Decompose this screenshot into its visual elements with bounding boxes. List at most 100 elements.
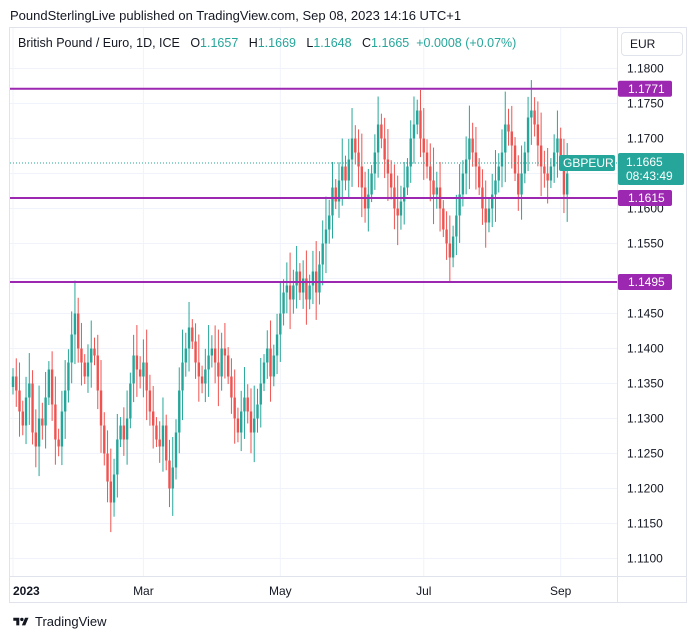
candle-body <box>161 425 165 447</box>
candle-body <box>566 173 569 195</box>
candle-body <box>448 243 452 258</box>
level-label-bg <box>618 80 672 97</box>
candle-body <box>347 159 350 181</box>
y-tick-label: 1.1300 <box>627 412 664 426</box>
candle-body <box>500 152 504 167</box>
price-axis: 1.18001.17501.17001.16501.16001.15501.15… <box>617 28 664 603</box>
candle-body <box>295 271 298 286</box>
candle-body <box>77 313 80 349</box>
y-tick-label: 1.1400 <box>627 342 664 356</box>
candle-body <box>334 187 337 202</box>
symbol-name: British Pound / Euro, 1D, ICE <box>18 36 180 50</box>
candle-body <box>135 355 139 370</box>
candle-body <box>546 173 549 181</box>
candle-body <box>354 138 357 153</box>
x-tick-label: Mar <box>133 584 154 598</box>
candle-body <box>47 369 51 398</box>
candle-body <box>559 138 562 160</box>
candle-body <box>341 166 344 181</box>
x-tick-label: May <box>269 584 292 598</box>
currency-button[interactable]: EUR <box>621 32 683 56</box>
candle-body <box>15 376 18 391</box>
y-tick-label: 1.1750 <box>627 97 664 111</box>
candle-body <box>533 110 536 125</box>
level-lines <box>10 87 617 283</box>
candle-body <box>54 404 57 440</box>
candle-body <box>530 110 533 118</box>
candle-body <box>67 362 70 391</box>
y-tick-label: 1.1100 <box>627 552 663 566</box>
candle-body <box>11 376 15 387</box>
y-tick-label: 1.1550 <box>627 237 664 251</box>
candle-body <box>455 215 458 237</box>
candle-body <box>376 124 380 153</box>
candle-body <box>259 383 262 405</box>
candle-body <box>357 152 360 167</box>
change-value: +0.0008 (+0.07%) <box>416 36 517 50</box>
candle-body <box>220 348 223 377</box>
candle-body <box>510 131 513 146</box>
candle-body <box>138 369 142 377</box>
candle-body <box>539 145 543 167</box>
candle-body <box>308 285 311 300</box>
candle-body <box>44 397 47 426</box>
candle-body <box>155 425 158 440</box>
close-value: 1.1665 <box>371 36 410 50</box>
candle-body <box>256 404 259 419</box>
candle-body <box>236 418 240 433</box>
candle-body <box>536 124 540 146</box>
candle-body <box>477 166 481 188</box>
candle-body <box>187 327 191 349</box>
candle-body <box>31 383 34 433</box>
candle-body <box>249 411 253 433</box>
candle-body <box>279 313 282 335</box>
candle-body <box>262 362 266 384</box>
symbol-tag: GBPEUR <box>563 156 614 170</box>
candle-body <box>253 418 256 433</box>
candle-body <box>171 467 174 489</box>
countdown-label: 08:43:49 <box>626 169 673 183</box>
candle-body <box>119 425 122 440</box>
candle-body <box>403 187 406 202</box>
candle-body <box>425 152 429 167</box>
candle-body <box>145 362 148 391</box>
x-tick-label: Jul <box>416 584 431 598</box>
candle-body <box>389 173 393 188</box>
footer: TradingView <box>12 614 107 629</box>
level-label: 1.1615 <box>628 191 665 205</box>
candle-body <box>207 355 210 370</box>
candle-body <box>416 110 419 125</box>
candle-body <box>383 138 386 160</box>
candle-body <box>445 229 448 244</box>
candle-body <box>497 166 500 181</box>
x-tick-label: Sep <box>550 584 572 598</box>
candle-body <box>230 376 233 398</box>
candle-body <box>34 432 38 447</box>
candle-body <box>474 152 478 167</box>
candle-body <box>292 285 295 300</box>
candle-body <box>96 355 99 391</box>
high-value: 1.1669 <box>257 36 296 50</box>
candle-body <box>18 390 21 412</box>
candle-body <box>116 439 119 475</box>
level-label-bg <box>618 190 672 206</box>
candle-body <box>305 278 308 300</box>
candle-body <box>80 348 83 363</box>
candle-body <box>285 285 289 293</box>
candle-body <box>513 145 517 174</box>
candle-body <box>103 425 106 454</box>
candle-body <box>526 117 530 153</box>
candle-body <box>435 187 438 195</box>
candle-body <box>301 278 305 293</box>
symbol-tag-bg <box>559 155 615 171</box>
candle-body <box>458 194 461 216</box>
candle-body <box>422 138 425 153</box>
candle-body <box>344 166 347 181</box>
candle-body <box>321 243 324 265</box>
candle-body <box>70 334 73 363</box>
open-label: O <box>190 36 201 50</box>
candle-body <box>125 418 129 440</box>
tradingview-logo-icon <box>13 617 29 625</box>
candle-body <box>282 292 285 314</box>
